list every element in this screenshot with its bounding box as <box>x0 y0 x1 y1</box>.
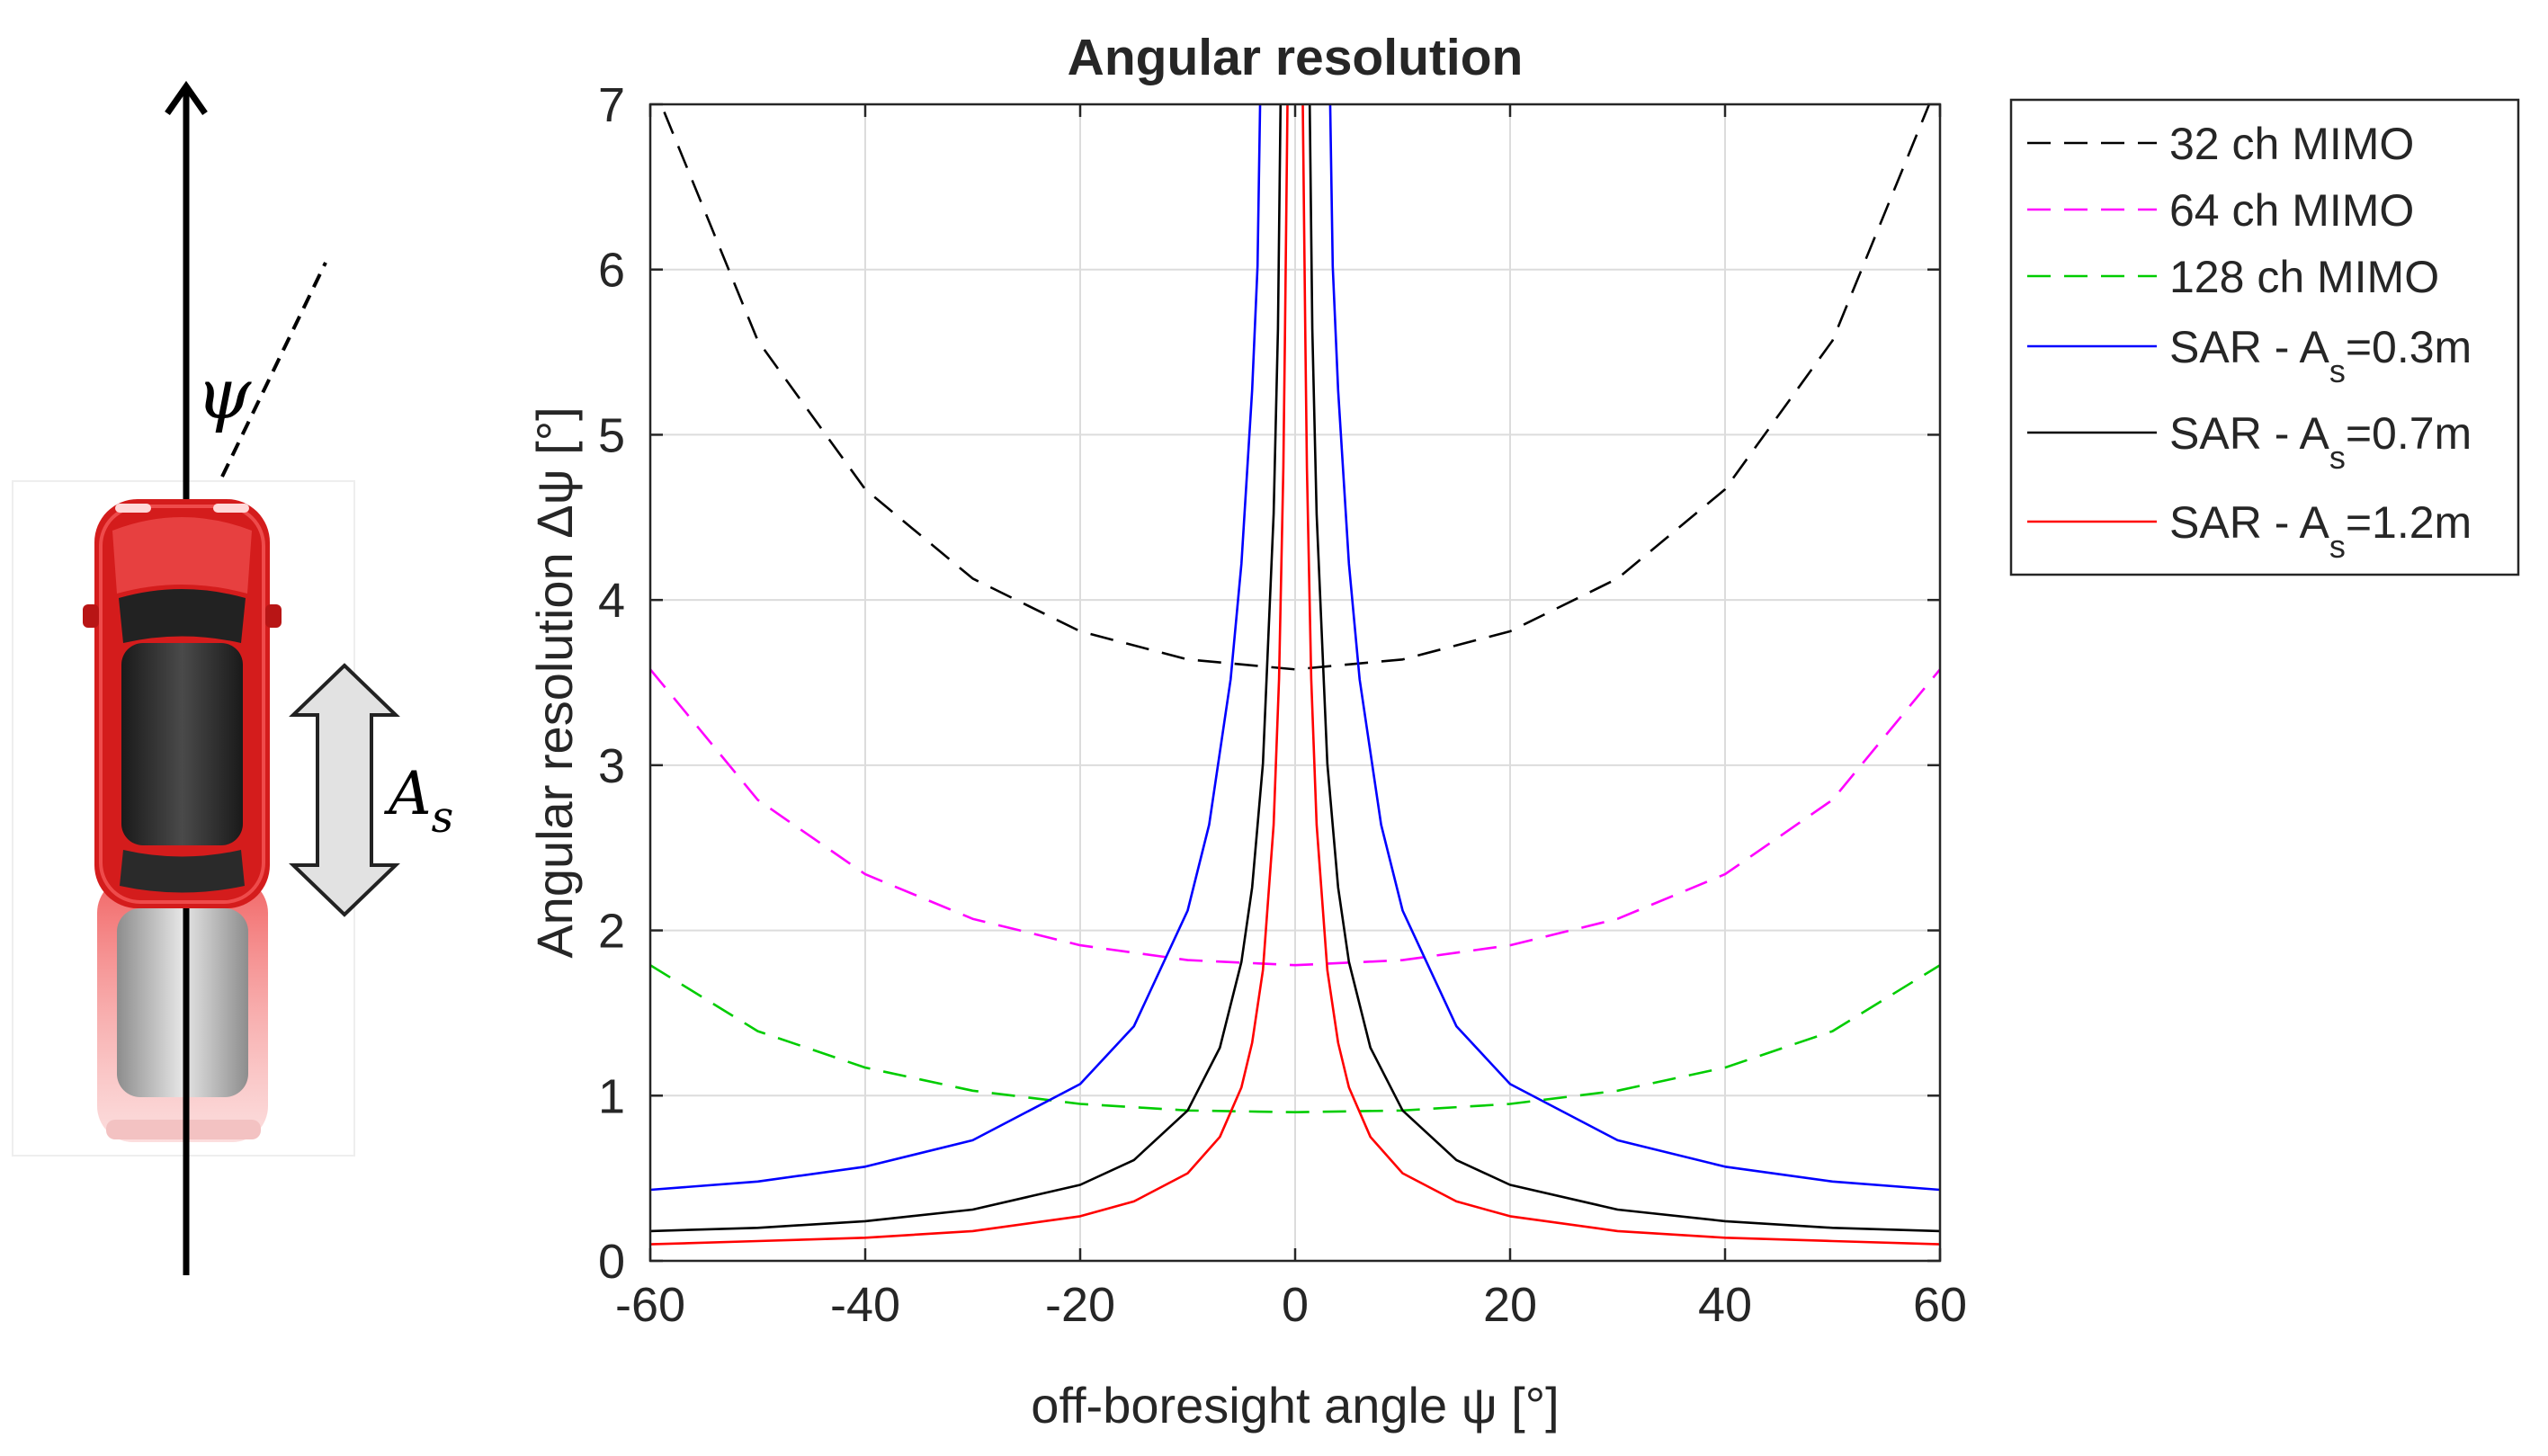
y-tick-label: 7 <box>598 78 625 132</box>
series-lines <box>650 104 1940 1246</box>
y-tick-label: 6 <box>598 244 625 298</box>
series-line-1 <box>659 104 1931 671</box>
y-tick-label: 5 <box>598 408 625 462</box>
series-line-2 <box>650 668 1940 967</box>
ghost-car <box>97 877 268 1142</box>
y-tick-label: 2 <box>598 905 625 959</box>
chart: Angular resolution -60 -40 -20 0 20 40 60 0 1 2 3 4… <box>526 29 2520 1434</box>
aperture-label: As <box>383 759 453 843</box>
legend-label: SAR - As=0.7m <box>2169 408 2472 476</box>
tick-labels: -60 -40 -20 0 20 40 60 0 1 2 3 4 5 6 7 <box>598 78 1967 1332</box>
gridlines <box>650 104 1940 1261</box>
series-line-4 <box>650 104 1940 1192</box>
x-tick-label: 0 <box>1282 1278 1309 1332</box>
legend-label: 64 ch MIMO <box>2169 185 2414 236</box>
y-tick-label: 4 <box>598 574 625 628</box>
motion-arrow-icon <box>165 80 208 116</box>
series-line-3 <box>650 964 1940 1113</box>
chart-title: Angular resolution <box>1068 29 1524 86</box>
y-tick-label: 3 <box>598 739 625 793</box>
x-axis-label: off-boresight angle ψ [°] <box>1031 1377 1559 1434</box>
x-tick-label: -60 <box>615 1278 685 1332</box>
red-car <box>83 499 282 908</box>
legend-label: SAR - As=1.2m <box>2169 497 2472 565</box>
series-line-6 <box>650 104 1940 1246</box>
x-tick-label: -20 <box>1045 1278 1115 1332</box>
x-tick-label: 40 <box>1698 1278 1752 1332</box>
y-tick-label: 1 <box>598 1069 625 1123</box>
legend-label: 32 ch MIMO <box>2169 119 2414 169</box>
psi-symbol: ψ <box>196 354 252 435</box>
y-axis-label: Angular resolution Δψ [°] <box>526 406 583 958</box>
series-line-5 <box>650 104 1940 1233</box>
y-tick-label: 0 <box>598 1235 625 1289</box>
x-tick-label: 60 <box>1913 1278 1967 1332</box>
aperture-double-arrow-icon <box>289 663 400 917</box>
target-direction-line <box>220 262 327 478</box>
x-tick-label: 20 <box>1483 1278 1537 1332</box>
legend-box <box>2009 98 2520 576</box>
legend-label: SAR - As=0.3m <box>2169 322 2472 389</box>
car-diagram: ψ As <box>12 80 453 1275</box>
legend-label: 128 ch MIMO <box>2169 252 2439 302</box>
legend: 32 ch MIMO 64 ch MIMO 128 ch MIMO SAR - As=… <box>2009 98 2520 576</box>
x-tick-label: -40 <box>830 1278 900 1332</box>
axis-ticks <box>648 103 1942 1263</box>
